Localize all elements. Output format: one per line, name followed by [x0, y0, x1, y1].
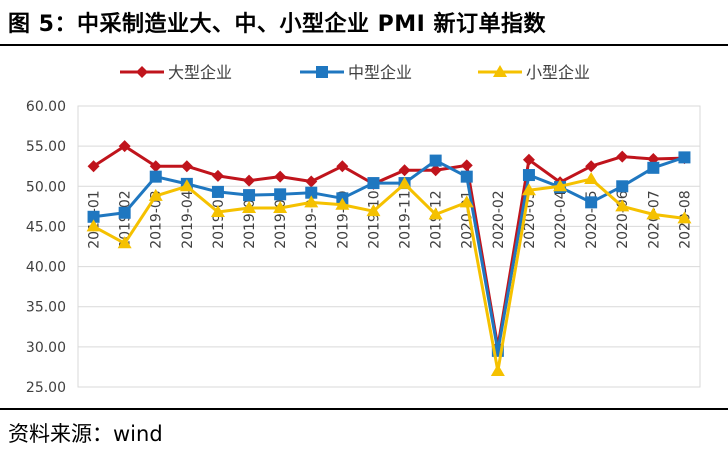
data-point — [429, 164, 442, 177]
data-point — [273, 200, 288, 213]
data-point — [242, 200, 257, 213]
data-point — [304, 195, 319, 208]
y-tick-label: 30.00 — [26, 340, 66, 356]
data-point — [211, 185, 224, 198]
data-point — [553, 179, 568, 192]
x-tick-label: 2019-10 — [366, 190, 382, 249]
data-point — [646, 207, 661, 220]
x-tick-label: 2020-02 — [491, 190, 507, 249]
data-point — [522, 153, 535, 166]
data-point — [336, 160, 349, 173]
figure-title: 图 5：中采制造业大、中、小型企业 PMI 新订单指数 — [8, 12, 546, 37]
y-tick-label: 50.00 — [26, 179, 66, 195]
data-point — [274, 170, 287, 183]
data-point — [243, 174, 256, 187]
y-tick-label: 60.00 — [26, 99, 66, 115]
x-tick-label: 2019-05 — [211, 190, 227, 249]
data-point — [522, 169, 535, 182]
data-point — [585, 160, 598, 173]
x-tick-label: 2020-06 — [615, 190, 631, 249]
legend-label: 中型企业 — [348, 63, 412, 82]
data-point — [211, 169, 224, 182]
data-point — [397, 176, 412, 189]
y-tick-label: 40.00 — [26, 260, 66, 276]
y-tick-label: 55.00 — [26, 139, 66, 155]
data-point — [335, 197, 350, 210]
data-point — [490, 363, 505, 376]
x-tick-label: 2019-07 — [273, 190, 289, 249]
data-point — [677, 211, 692, 224]
legend-marker — [136, 66, 148, 78]
data-point — [459, 195, 474, 208]
plot-area-border — [77, 105, 701, 388]
data-point — [118, 206, 131, 219]
x-tick-label: 2019-12 — [429, 190, 445, 249]
y-tick-label: 45.00 — [26, 219, 66, 235]
top-rule — [0, 44, 728, 46]
y-tick-label: 25.00 — [26, 380, 66, 396]
data-point — [117, 236, 132, 249]
bottom-rule — [0, 408, 728, 410]
data-point — [428, 207, 443, 220]
data-point — [460, 159, 473, 172]
data-point — [616, 150, 629, 163]
data-point — [210, 204, 225, 217]
data-point — [521, 183, 536, 196]
data-point — [460, 170, 473, 183]
x-tick-label: 2020-07 — [646, 190, 662, 249]
data-point — [149, 160, 162, 173]
data-point — [647, 161, 660, 174]
data-point — [149, 170, 162, 183]
x-tick-label: 2020-04 — [553, 190, 569, 249]
data-point — [87, 160, 100, 173]
data-point — [678, 151, 691, 164]
legend-marker — [493, 65, 507, 77]
y-tick-label: 35.00 — [26, 300, 66, 316]
x-tick-label: 2019-03 — [149, 190, 165, 249]
data-point — [366, 204, 381, 217]
data-point — [86, 219, 101, 232]
legend-label: 小型企业 — [526, 63, 590, 82]
data-point — [118, 140, 131, 153]
data-point — [429, 154, 442, 167]
legend-label: 大型企业 — [168, 63, 232, 82]
x-tick-label: 2019-11 — [398, 190, 414, 249]
data-point — [148, 188, 163, 201]
source-note: 资料来源：wind — [8, 422, 163, 446]
data-point — [180, 160, 193, 173]
x-tick-label: 2019-04 — [180, 190, 196, 249]
x-tick-label: 2019-06 — [242, 190, 258, 249]
series-line-1 — [92, 144, 685, 349]
pmi-line-chart: 60.00 55.00 50.00 45.00 40.00 35.00 30.00 25.00… — [26, 63, 701, 396]
data-point — [305, 175, 318, 188]
data-point — [616, 180, 629, 193]
data-point — [398, 164, 411, 177]
data-point — [87, 210, 100, 223]
title-bar: 图 5：中采制造业大、中、小型企业 PMI 新订单指数 — [0, 0, 728, 44]
legend-marker — [316, 66, 328, 78]
data-point — [585, 196, 598, 209]
data-point — [584, 172, 599, 185]
data-point — [179, 179, 194, 192]
data-point — [615, 199, 630, 212]
data-point — [367, 177, 380, 190]
data-point — [243, 189, 256, 202]
data-point — [274, 188, 287, 201]
data-point — [305, 186, 318, 199]
